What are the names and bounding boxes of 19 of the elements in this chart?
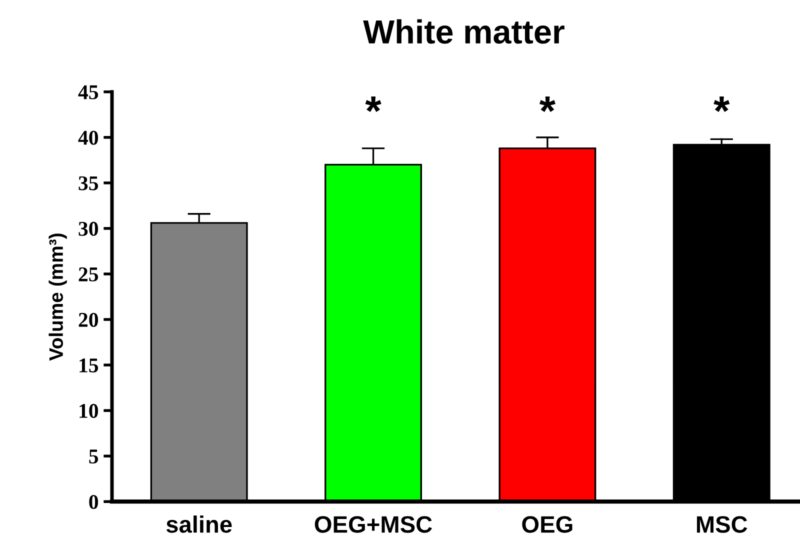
annotation: * <box>539 96 556 112</box>
annotation: * <box>714 96 730 112</box>
y-tick-label: 35 <box>78 176 98 190</box>
y-tick-label: 10 <box>80 404 98 418</box>
annotation: * <box>365 96 382 112</box>
x-tick-label: OEG <box>522 516 572 533</box>
y-tick-label: 40 <box>78 130 98 145</box>
y-tick-label: 45 <box>78 85 98 100</box>
x-tick-label: OEG+MSC <box>314 516 432 533</box>
x-tick-label: MSC <box>696 516 748 533</box>
y-axis-title: Volume (mm³) <box>48 234 67 361</box>
x-tick-label: saline <box>166 515 232 533</box>
y-tick-label: 25 <box>78 267 98 282</box>
y-tick-label: 0 <box>89 494 98 510</box>
y-tick-label: 15 <box>80 358 98 372</box>
y-tick-label: 5 <box>89 450 98 464</box>
chart-title: White matter <box>363 19 564 44</box>
y-tick-label: 20 <box>78 312 98 327</box>
y-tick-label: 30 <box>78 222 98 236</box>
